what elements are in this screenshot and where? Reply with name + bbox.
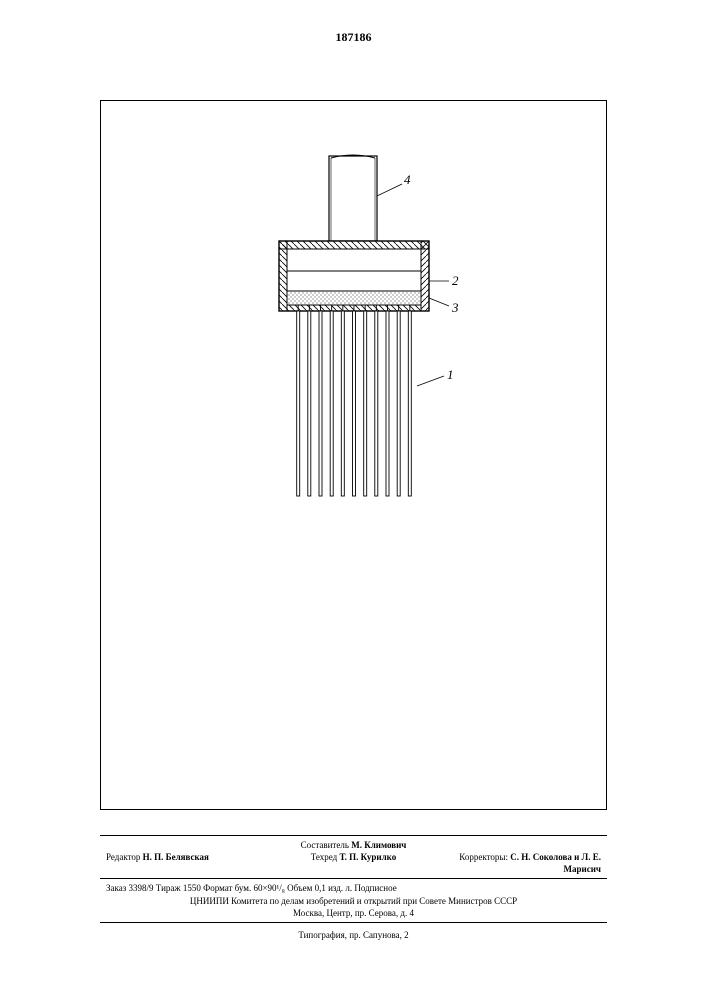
tubes — [296, 305, 411, 496]
page-number: 187186 — [336, 30, 372, 45]
label-1: 1 — [447, 367, 454, 382]
pubinfo: Заказ 3398/9 Тираж 1550 Формат бум. 60×9… — [100, 882, 607, 918]
figure-frame: 4 2 3 1 — [100, 100, 607, 810]
typography-line: Типография, пр. Сапунова, 2 — [100, 929, 607, 941]
credits-row: Редактор Н. П. Белявская Техред Т. П. Ку… — [100, 851, 607, 875]
shaft — [329, 155, 377, 241]
membrane — [287, 271, 421, 291]
patent-figure: 4 2 3 1 — [234, 136, 474, 516]
label-4: 4 — [404, 172, 411, 187]
footer: Составитель М. Климович Редактор Н. П. Б… — [100, 832, 607, 941]
label-3: 3 — [451, 300, 459, 315]
label-2: 2 — [452, 273, 459, 288]
stipple-layer — [287, 291, 421, 305]
compiler-line: Составитель М. Климович — [100, 839, 607, 851]
